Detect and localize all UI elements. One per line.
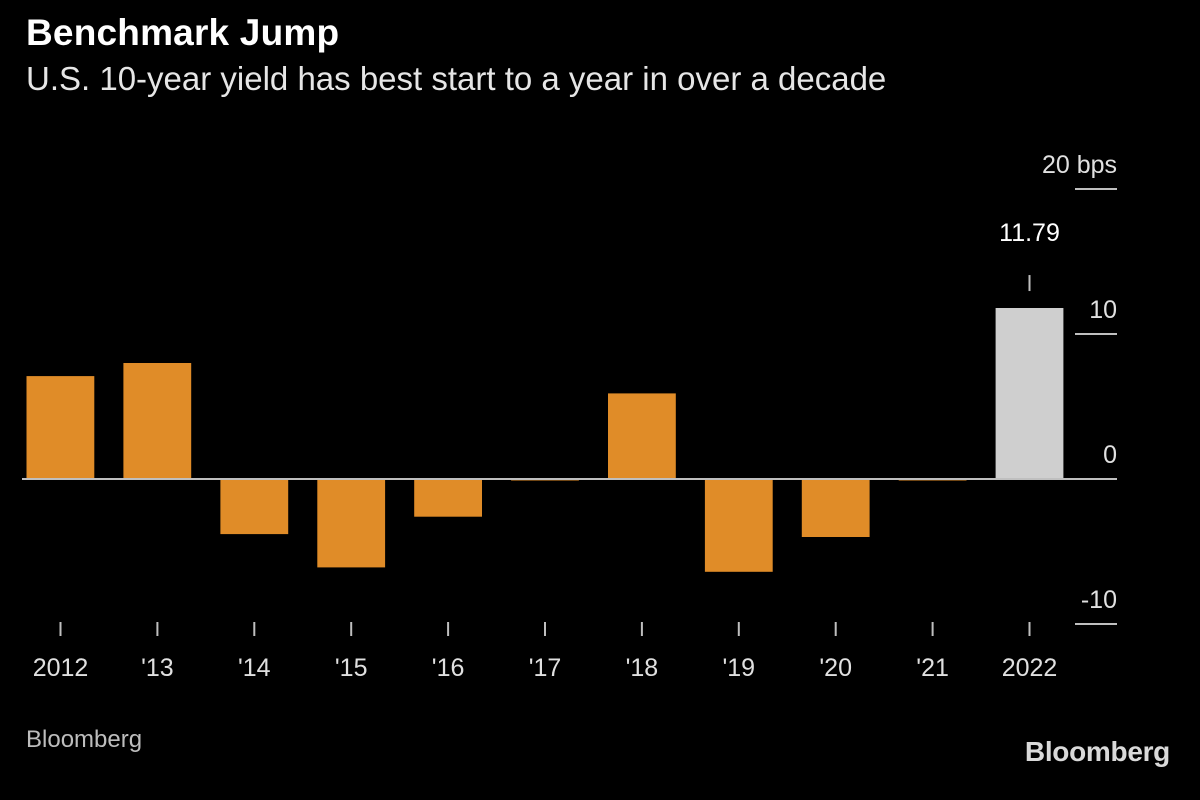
y-tick-label-0: 20 bps [1042, 151, 1117, 179]
x-tick-label-3: '15 [335, 654, 368, 682]
x-tick-label-5: '17 [529, 654, 562, 682]
annotation-label: 11.79 [999, 219, 1060, 247]
y-tick-label-2: 0 [1103, 441, 1117, 469]
bar-7 [704, 479, 773, 572]
x-tick-label-4: '16 [432, 654, 465, 682]
x-tick-label-0: 2012 [33, 654, 89, 682]
y-tick-label-1: 10 [1089, 296, 1117, 324]
bar-1 [123, 363, 192, 479]
x-tick-label-9: '21 [916, 654, 949, 682]
bloomberg-logo: Bloomberg [1024, 736, 1170, 767]
x-tick-label-2: '14 [238, 654, 271, 682]
bar-4 [414, 479, 482, 517]
source-note: Bloomberg [26, 726, 143, 753]
x-tick-label-1: '13 [141, 654, 174, 682]
x-tick-label-8: '20 [819, 654, 852, 682]
y-tick-label-3: -10 [1081, 586, 1117, 614]
bar-3 [317, 479, 386, 568]
chart-subtitle: U.S. 10-year yield has best start to a y… [26, 60, 887, 97]
x-tick-label-6: '18 [626, 654, 659, 682]
bar-10 [995, 308, 1064, 479]
x-tick-label-7: '19 [723, 654, 756, 682]
bar-6 [608, 393, 676, 479]
x-tick-label-10: 2022 [1002, 654, 1058, 682]
bar-0 [26, 376, 95, 479]
bar-8 [801, 479, 870, 537]
chart-title: Benchmark Jump [26, 12, 340, 53]
bar-2 [220, 479, 289, 535]
